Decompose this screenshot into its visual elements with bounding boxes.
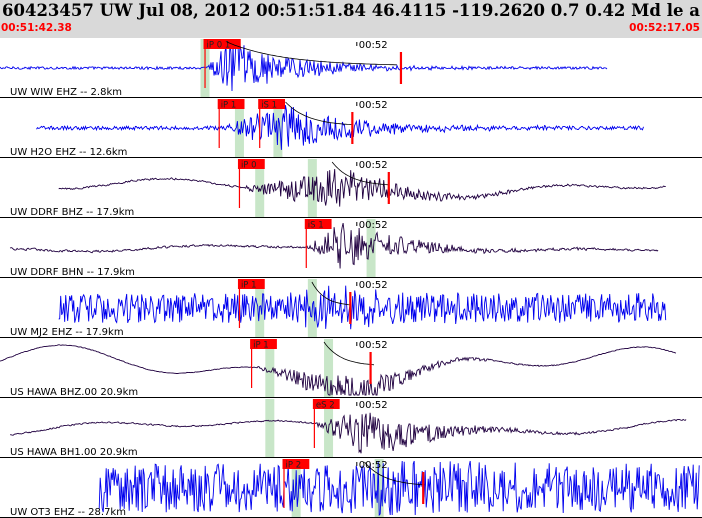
station-label: US HAWA BHZ.00 20.9km (10, 387, 138, 398)
pick-window-band (291, 459, 301, 517)
waveform-trace (10, 412, 687, 454)
coda-curve (331, 161, 389, 186)
pick-flag (237, 279, 265, 289)
trace-panel: iP 1 00:52 US HAWA BHZ.00 20.9km (0, 339, 702, 398)
station-label: US HAWA BH1.00 20.9km (10, 447, 138, 458)
pick-label: iP 0 (241, 161, 257, 171)
waveform-trace (98, 460, 700, 517)
start-time-label: 00:51:42.38 (1, 22, 72, 34)
trace-panel: iP 1 iS 1 00:52 UW H2O EHZ -- 12.6km (0, 99, 702, 158)
pick-window-band (234, 99, 244, 157)
trace-panel: iP 0 00:52 UW DDRF BHZ -- 17.9km (0, 159, 702, 218)
station-label: UW DDRF BHN -- 17.9km (10, 267, 135, 278)
trace-panel: iP 1 00:52 UW MJ2 EHZ -- 17.9km (0, 279, 702, 338)
waveform-trace (58, 285, 667, 330)
pick-label: iP 0 1 (207, 41, 231, 51)
pick-flag (237, 159, 265, 169)
minute-label: 00:52 (359, 40, 388, 51)
pick-label: iP 1 (221, 101, 237, 111)
end-time-label: 00:52:17.05 (629, 22, 700, 34)
pick-flag (282, 459, 310, 469)
coda-curve (285, 101, 354, 126)
pick-label: iP 2 (286, 461, 302, 471)
coda-curve (311, 281, 350, 306)
minute-label: 00:52 (359, 160, 388, 171)
pick-window-band (366, 219, 376, 277)
trace-panel: iP 0 1 00:52 UW WIW EHZ -- 2.8km (0, 39, 702, 98)
event-title: 60423457 UW Jul 08, 2012 00:51:51.84 46.… (2, 1, 700, 20)
pick-window-band (265, 399, 275, 457)
pick-flag (217, 99, 245, 109)
waveform-trace (58, 168, 666, 207)
trace-panel: eS 2 00:52 US HAWA BH1.00 20.9km (0, 399, 702, 458)
pick-window-band (324, 339, 334, 397)
trace-panel: iP 2 00:52 UW OT3 EHZ -- 28.7km (0, 459, 702, 518)
waveform-trace (9, 222, 659, 269)
trace-panel: iS 1 00:52 UW DDRF BHN -- 17.9km (0, 219, 702, 278)
pick-flag (250, 339, 277, 349)
pick-flag (312, 399, 340, 409)
station-label: UW WIW EHZ -- 2.8km (10, 87, 122, 98)
header-bar: 60423457 UW Jul 08, 2012 00:51:51.84 46.… (0, 0, 702, 38)
pick-window-band (265, 339, 275, 397)
pick-label: iS 1 (261, 101, 277, 111)
station-label: UW MJ2 EHZ -- 17.9km (10, 327, 124, 338)
pick-window-band (374, 459, 384, 517)
pick-label: iP 1 (253, 341, 269, 351)
station-label: UW H2O EHZ -- 12.6km (10, 147, 127, 158)
pick-label: eS 2 (316, 401, 335, 411)
waveform-trace (36, 105, 644, 150)
pick-flag (203, 39, 241, 49)
pick-flag (258, 99, 285, 109)
waveform-trace (0, 344, 677, 396)
coda-curve (226, 41, 397, 66)
minute-label: 00:52 (359, 100, 388, 111)
coda-curve (323, 341, 375, 366)
coda-curve (364, 461, 425, 486)
station-label: UW DDRF BHZ -- 17.9km (10, 207, 134, 218)
waveform-trace (0, 41, 608, 92)
pick-label: iP 1 (241, 281, 257, 291)
station-label: UW OT3 EHZ -- 28.7km (10, 507, 126, 518)
minute-label: 00:52 (359, 400, 388, 411)
minute-label: 00:52 (359, 220, 388, 231)
pick-flag (304, 219, 332, 229)
minute-label: 00:52 (359, 460, 388, 471)
seismogram-plot: iP 0 1 00:52 UW WIW EHZ -- 2.8km iP 1 iS 1 00… (0, 39, 702, 518)
pick-label: iS 1 (308, 221, 324, 231)
minute-label: 00:52 (359, 280, 388, 291)
minute-label: 00:52 (359, 340, 388, 351)
